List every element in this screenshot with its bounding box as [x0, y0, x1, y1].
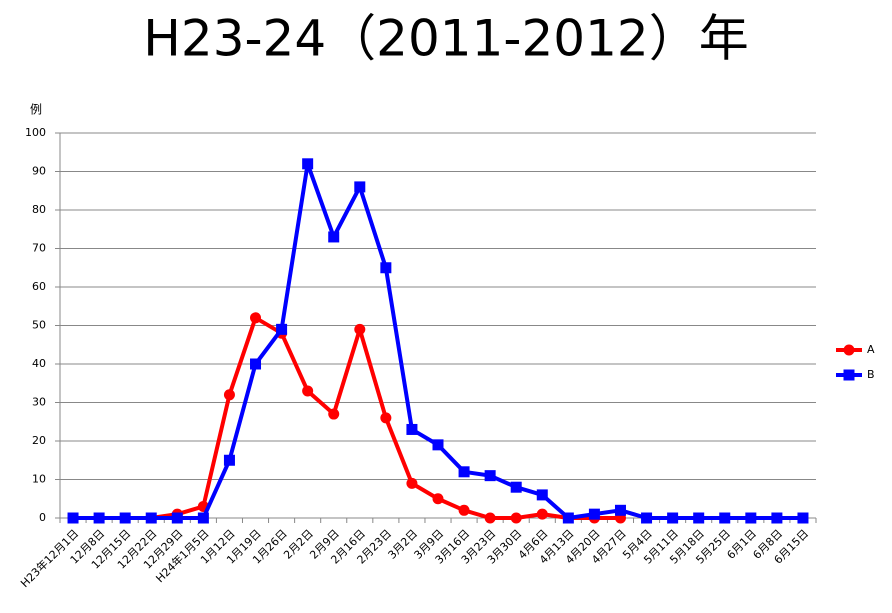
data-point [536, 489, 548, 501]
data-point [276, 323, 288, 335]
legend-marker [843, 369, 855, 381]
data-point [458, 466, 470, 478]
data-point [562, 512, 574, 524]
legend-label: B [867, 368, 875, 381]
data-point [328, 231, 340, 243]
data-point [119, 512, 131, 524]
data-point [693, 512, 705, 524]
series-line [73, 161, 803, 520]
y-tick-label: 60 [32, 280, 46, 293]
data-point [302, 158, 314, 170]
series-line [73, 315, 621, 520]
y-tick-label: 40 [32, 357, 46, 370]
data-point [484, 470, 496, 482]
data-point [67, 512, 79, 524]
data-point [380, 412, 392, 424]
data-point [406, 423, 418, 435]
data-point [432, 439, 444, 451]
y-tick-label: 0 [39, 511, 46, 524]
legend-label: A [867, 343, 875, 356]
y-tick-label: 70 [32, 242, 46, 255]
data-point [250, 358, 262, 370]
data-point [145, 512, 157, 524]
data-point [745, 512, 757, 524]
data-point [536, 508, 548, 520]
y-tick-label: 90 [32, 165, 46, 178]
data-point [223, 454, 235, 466]
data-point [458, 504, 470, 516]
data-point [197, 512, 209, 524]
data-point [719, 512, 731, 524]
data-point [93, 512, 105, 524]
chart-title: H23-24（2011-2012）年 [143, 10, 748, 68]
data-point [354, 323, 366, 335]
y-tick-label: 80 [32, 203, 46, 216]
data-point [588, 508, 600, 520]
data-point [510, 512, 522, 524]
data-point [380, 262, 392, 274]
data-point [797, 512, 809, 524]
data-point [614, 504, 626, 516]
data-point [641, 512, 653, 524]
y-tick-label: 30 [32, 396, 46, 409]
data-point [406, 477, 418, 489]
data-point [171, 512, 183, 524]
y-tick-label: 10 [32, 473, 46, 486]
y-tick-label: 100 [25, 126, 46, 139]
y-axis-label: 例 [30, 103, 42, 117]
data-point [484, 512, 496, 524]
legend-marker [843, 344, 855, 356]
data-point [771, 512, 783, 524]
data-point [302, 385, 314, 397]
data-point [510, 481, 522, 493]
y-tick-label: 50 [32, 319, 46, 332]
data-point [354, 181, 366, 193]
data-point [250, 312, 262, 324]
y-tick-label: 20 [32, 434, 46, 447]
data-point [667, 512, 679, 524]
data-point [223, 389, 235, 401]
data-point [328, 408, 340, 420]
data-point [432, 493, 444, 505]
